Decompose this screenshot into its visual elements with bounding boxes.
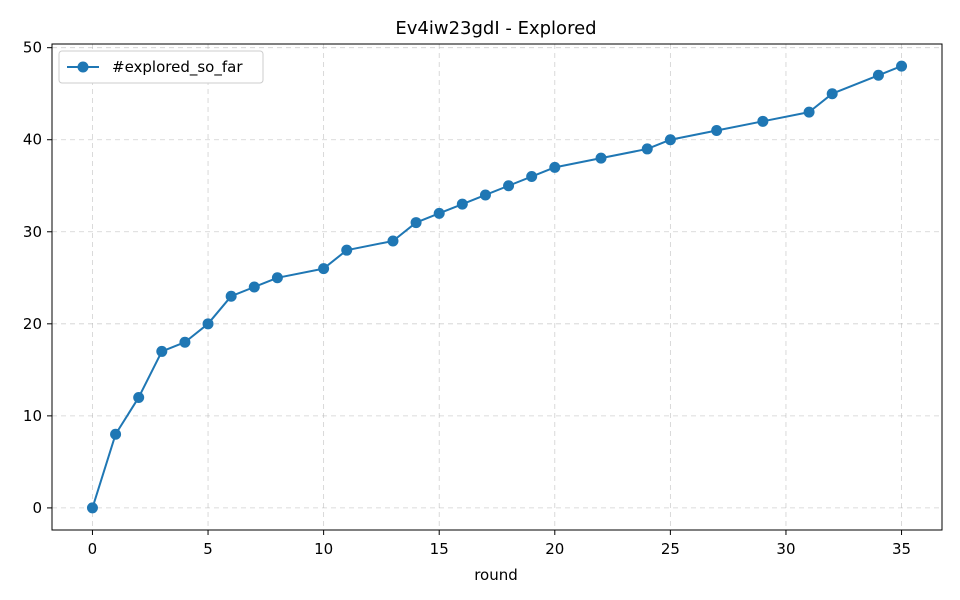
y-tick-label: 10: [23, 407, 42, 425]
data-point: [456, 198, 468, 210]
data-point: [595, 152, 607, 164]
series-layer: [86, 60, 908, 514]
data-point: [711, 125, 723, 137]
x-tick-label: 35: [892, 540, 911, 558]
data-point: [664, 134, 676, 146]
data-point: [133, 391, 145, 403]
x-tick-label: 20: [545, 540, 564, 558]
data-point: [433, 207, 445, 219]
data-point: [271, 272, 283, 284]
y-tick-label: 20: [23, 315, 42, 333]
series-line: [91, 65, 902, 509]
legend-box: [58, 50, 264, 84]
data-point: [202, 318, 214, 330]
y-tick-label: 40: [23, 131, 42, 149]
x-tick-label: 10: [314, 540, 333, 558]
data-point: [896, 60, 908, 72]
x-tick-label: 0: [88, 540, 98, 558]
y-tick-label: 30: [23, 223, 42, 241]
data-point: [156, 345, 168, 357]
x-tick-label: 5: [203, 540, 213, 558]
data-point: [179, 336, 191, 348]
legend-label: #explored_so_far: [112, 58, 243, 77]
plot-frame: [51, 43, 943, 531]
data-point: [757, 115, 769, 127]
data-point: [318, 263, 330, 275]
data-point: [549, 161, 561, 173]
legend: #explored_so_far: [58, 50, 264, 84]
data-point: [641, 143, 653, 155]
data-point: [248, 281, 260, 293]
x-tick-label: 15: [430, 540, 449, 558]
legend-point-marker: [77, 61, 89, 73]
y-tick-label: 50: [23, 39, 42, 57]
y-tick-label: 0: [32, 499, 42, 517]
chart-title: Ev4iw23gdI - Explored: [395, 18, 596, 39]
x-tick-label: 30: [776, 540, 795, 558]
data-point: [826, 88, 838, 100]
axis-ticks: 0 5 10 15 20 25 30 35 0 10 20 30 40 50: [23, 39, 911, 558]
data-point: [803, 106, 815, 118]
data-point: [86, 502, 98, 514]
data-point: [526, 171, 538, 183]
grid: [52, 44, 942, 530]
data-point: [410, 217, 422, 229]
data-point: [110, 428, 122, 440]
x-axis-label: round: [474, 566, 518, 584]
data-point: [503, 180, 515, 192]
x-tick-label: 25: [661, 540, 680, 558]
data-point: [387, 235, 399, 247]
data-point: [341, 244, 353, 256]
data-point: [479, 189, 491, 201]
data-point: [872, 69, 884, 81]
data-point: [225, 290, 237, 302]
